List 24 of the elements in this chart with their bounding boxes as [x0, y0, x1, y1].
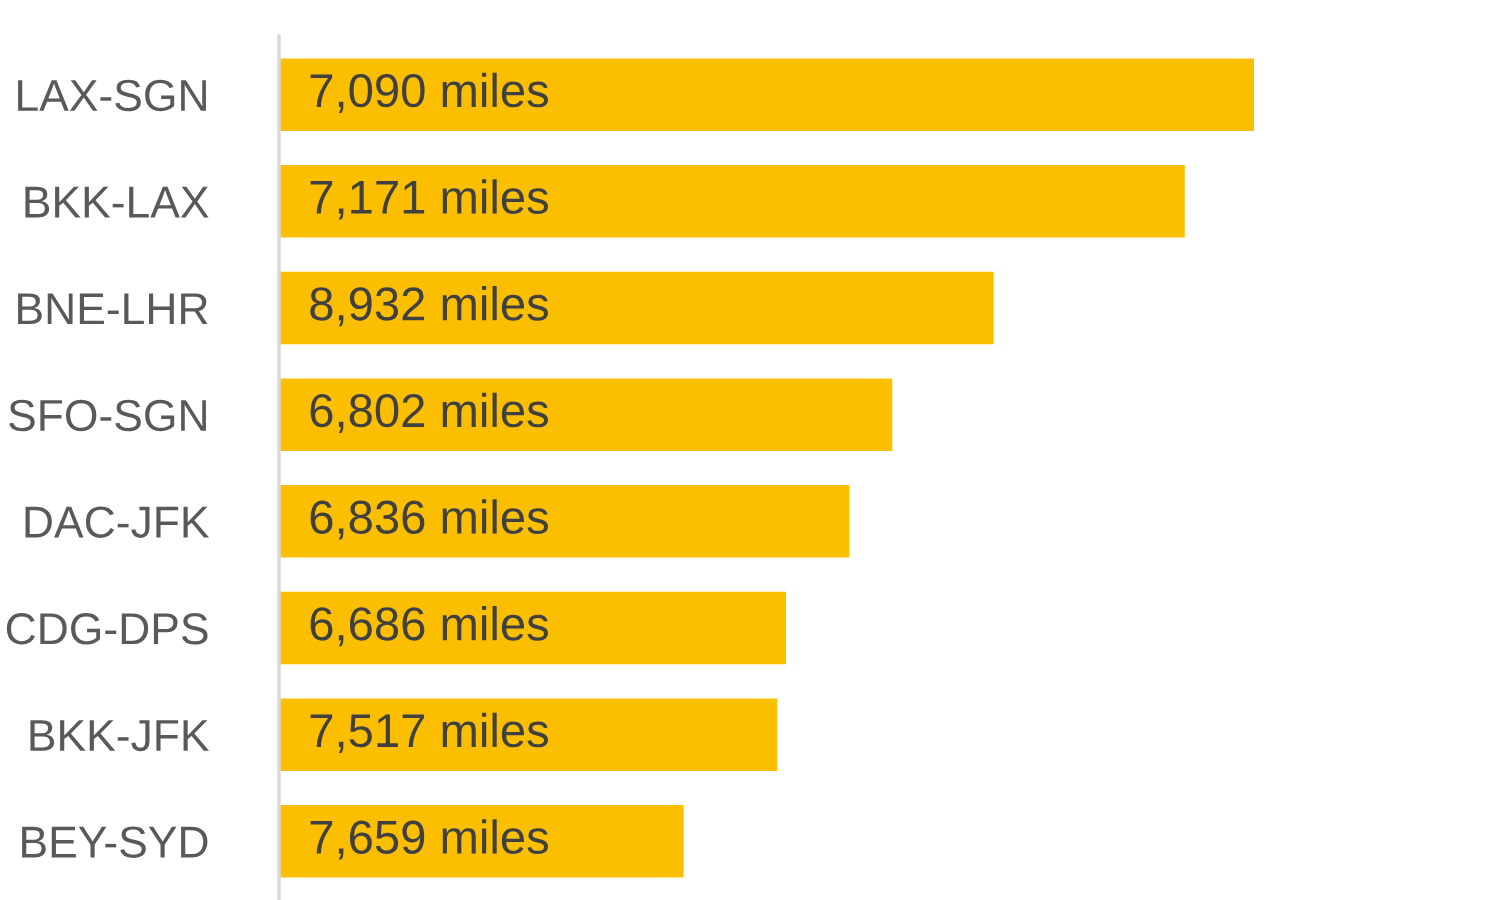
y-tick-label: DAC-JFK: [25, 506, 210, 538]
bar: [279, 485, 850, 558]
annotation: 7,517 miles: [310, 712, 549, 753]
y-tick-label: SFO-SGN: [9, 399, 206, 432]
y-tick-label: BNE-LHR: [18, 293, 208, 325]
y-tick-label: BKK-LAX: [25, 186, 209, 218]
bar: [279, 271, 994, 345]
y-tick-label: BEY-SYD: [22, 826, 208, 858]
annotation: 6,686 miles: [310, 605, 549, 647]
bar: [279, 58, 1254, 131]
y-tick-label: LAX-SGN: [18, 79, 206, 112]
annotation: 7,171 miles: [310, 179, 549, 220]
y-tick-label: CDG-DPS: [6, 613, 208, 645]
bar: [279, 165, 1185, 238]
bar: [279, 591, 786, 665]
bar: [279, 698, 778, 771]
annotation: 8,932 miles: [310, 285, 549, 327]
annotation: 6,836 miles: [310, 499, 549, 540]
annotation: 6,802 miles: [310, 392, 549, 433]
annotation: 7,090 miles: [310, 72, 549, 113]
bar: [279, 805, 684, 878]
y-tick-label: BKK-JFK: [30, 720, 210, 752]
annotation: 7,659 miles: [310, 819, 549, 860]
bar: [279, 378, 893, 451]
